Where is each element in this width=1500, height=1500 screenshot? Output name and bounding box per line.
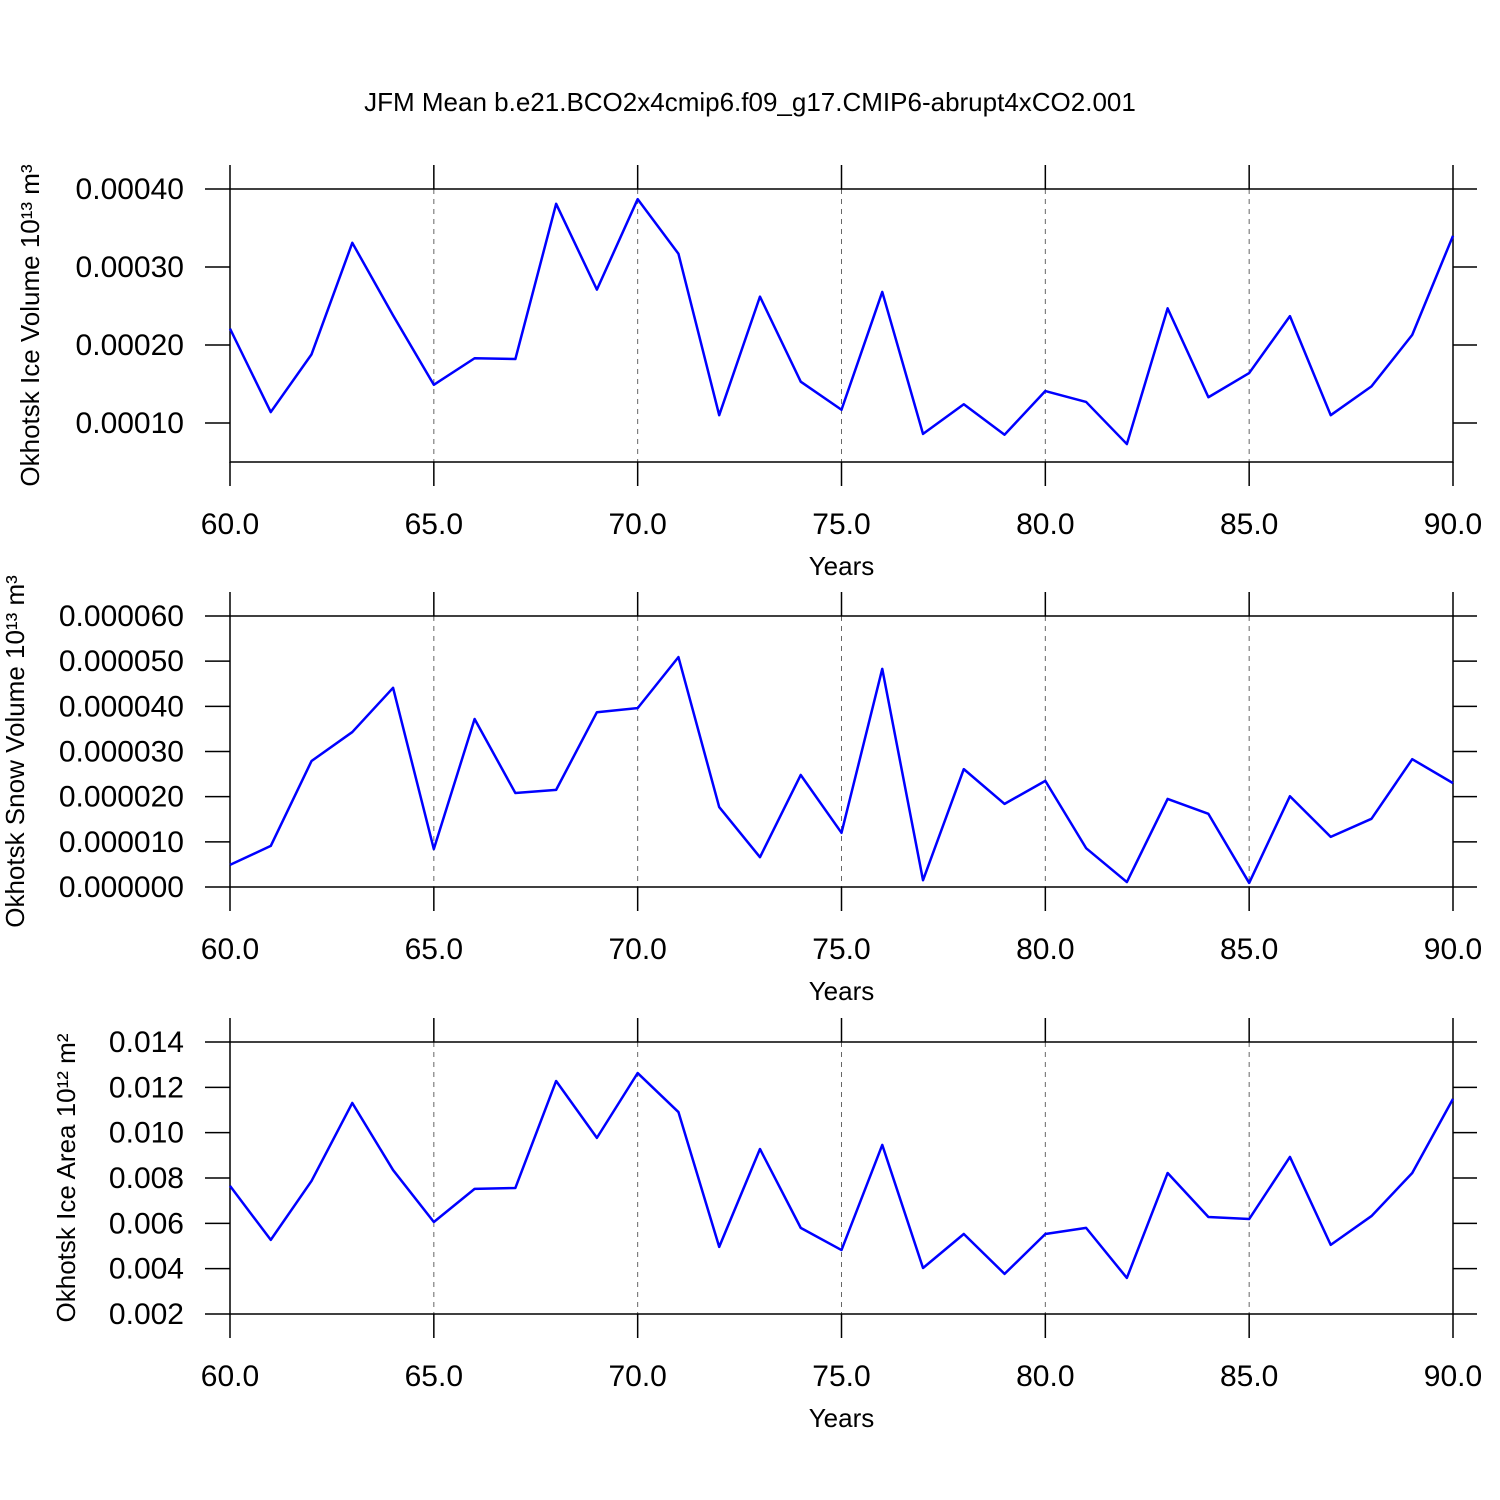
figure-title: JFM Mean b.e21.BCO2x4cmip6.f09_g17.CMIP6… xyxy=(364,87,1136,117)
y-tick-label: 0.000000 xyxy=(59,871,184,904)
x-tick-label: 60.0 xyxy=(201,933,259,966)
x-tick-label: 85.0 xyxy=(1220,508,1278,541)
y-axis-label: Okhotsk Ice Area 10¹² m² xyxy=(51,1033,81,1322)
x-tick-label: 80.0 xyxy=(1016,508,1074,541)
y-tick-label: 0.00040 xyxy=(76,173,184,206)
data-line xyxy=(228,197,1455,446)
y-tick-label: 0.00030 xyxy=(76,251,184,284)
y-tick-label: 0.006 xyxy=(109,1207,184,1240)
x-tick-label: 70.0 xyxy=(608,508,666,541)
y-tick-label: 0.008 xyxy=(109,1162,184,1195)
y-tick-label: 0.000030 xyxy=(59,735,184,768)
x-tick-label: 65.0 xyxy=(405,1360,463,1393)
x-tick-label: 90.0 xyxy=(1424,508,1482,541)
x-tick-label: 60.0 xyxy=(201,508,259,541)
x-tick-label: 75.0 xyxy=(812,508,870,541)
x-tick-label: 80.0 xyxy=(1016,933,1074,966)
plot-frame xyxy=(229,188,1454,463)
x-axis-label: Years xyxy=(809,1403,875,1433)
data-line xyxy=(229,1071,1455,1280)
x-tick-label: 70.0 xyxy=(608,933,666,966)
y-tick-label: 0.004 xyxy=(109,1253,184,1286)
plot-frame xyxy=(229,1041,1454,1315)
y-tick-label: 0.014 xyxy=(109,1026,184,1059)
x-tick-label: 65.0 xyxy=(405,933,463,966)
x-tick-label: 75.0 xyxy=(812,1360,870,1393)
y-tick-label: 0.00020 xyxy=(76,329,184,362)
y-tick-label: 0.000060 xyxy=(59,600,184,633)
x-tick-label: 90.0 xyxy=(1424,933,1482,966)
plot-frame xyxy=(229,615,1454,888)
y-axis-label: Okhotsk Ice Volume 10¹³ m³ xyxy=(15,164,45,487)
y-tick-label: 0.000020 xyxy=(59,781,184,814)
data-line xyxy=(229,655,1454,885)
x-tick-label: 70.0 xyxy=(608,1360,666,1393)
x-tick-label: 80.0 xyxy=(1016,1360,1074,1393)
y-tick-label: 0.000040 xyxy=(59,690,184,723)
x-tick-label: 75.0 xyxy=(812,933,870,966)
y-axis-label: Okhotsk Snow Volume 10¹³ m³ xyxy=(0,575,30,928)
y-tick-label: 0.002 xyxy=(109,1298,184,1331)
x-tick-label: 90.0 xyxy=(1424,1360,1482,1393)
x-axis-label: Years xyxy=(809,976,875,1006)
y-tick-label: 0.00010 xyxy=(76,407,184,440)
y-tick-label: 0.000010 xyxy=(59,826,184,859)
x-tick-label: 65.0 xyxy=(405,508,463,541)
y-tick-label: 0.000050 xyxy=(59,645,184,678)
y-tick-label: 0.010 xyxy=(109,1117,184,1150)
y-tick-label: 0.012 xyxy=(109,1071,184,1104)
x-tick-label: 60.0 xyxy=(201,1360,259,1393)
x-tick-label: 85.0 xyxy=(1220,933,1278,966)
x-axis-label: Years xyxy=(809,551,875,581)
x-tick-label: 85.0 xyxy=(1220,1360,1278,1393)
